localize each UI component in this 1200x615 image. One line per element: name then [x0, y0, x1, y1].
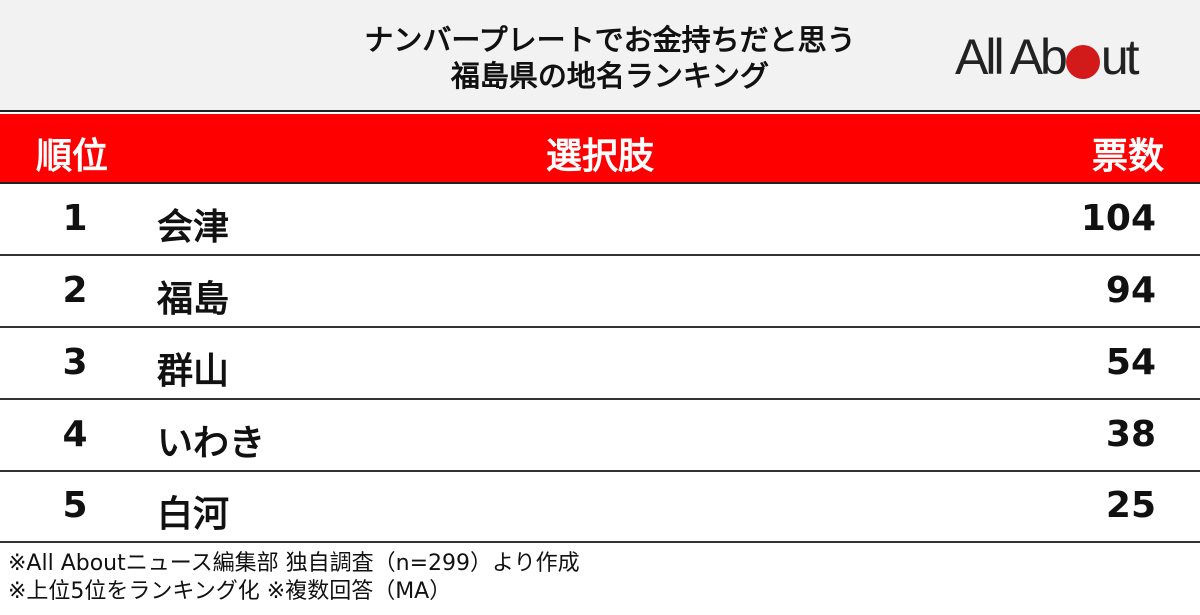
- rank: 4: [62, 414, 88, 455]
- table-row: 4 いわき 38: [0, 400, 1200, 472]
- header: ナンバープレートでお金持ちだと思う 福島県の地名ランキング All Ab ut: [0, 0, 1200, 112]
- place-name: いわき: [157, 423, 266, 464]
- vote-count: 25: [1105, 485, 1156, 526]
- place-name: 群山: [157, 351, 230, 392]
- rank: 5: [62, 485, 88, 526]
- all-about-logo: All Ab ut: [955, 28, 1140, 86]
- title-line-1: ナンバープレートでお金持ちだと思う: [364, 23, 856, 57]
- logo-text-end: ut: [1100, 29, 1140, 85]
- table-header: 順位 選択肢 票数: [0, 114, 1200, 184]
- logo-red-circle-icon: [1065, 45, 1100, 79]
- vote-count: 94: [1105, 270, 1156, 311]
- table-row: 2 福島 94: [0, 256, 1200, 328]
- header-choice: 選択肢: [545, 136, 654, 177]
- footnote: ※All Aboutニュース編集部 独自調査（n=299）より作成 ※上位5位を…: [8, 550, 580, 606]
- place-name: 福島: [157, 279, 230, 320]
- vote-count: 54: [1105, 342, 1156, 383]
- logo-text-start: All Ab: [955, 29, 1068, 85]
- place-name: 白河: [157, 494, 230, 535]
- header-votes: 票数: [1091, 136, 1164, 177]
- vote-count: 38: [1105, 414, 1156, 455]
- footnote-source: ※All Aboutニュース編集部 独自調査（n=299）より作成: [8, 551, 580, 576]
- title-line-2: 福島県の地名ランキング: [450, 59, 770, 93]
- place-name: 会津: [157, 207, 230, 248]
- rank: 2: [62, 270, 88, 311]
- table-row: 1 会津 104: [0, 184, 1200, 256]
- page-title: ナンバープレートでお金持ちだと思う 福島県の地名ランキング: [240, 22, 980, 94]
- vote-count: 104: [1080, 198, 1156, 239]
- table-row: 3 群山 54: [0, 328, 1200, 400]
- footnote-method: ※上位5位をランキング化 ※複数回答（MA）: [8, 579, 452, 604]
- rank: 1: [62, 198, 88, 239]
- table-row: 5 白河 25: [0, 471, 1200, 543]
- header-rank: 順位: [36, 136, 109, 177]
- rank: 3: [62, 342, 88, 383]
